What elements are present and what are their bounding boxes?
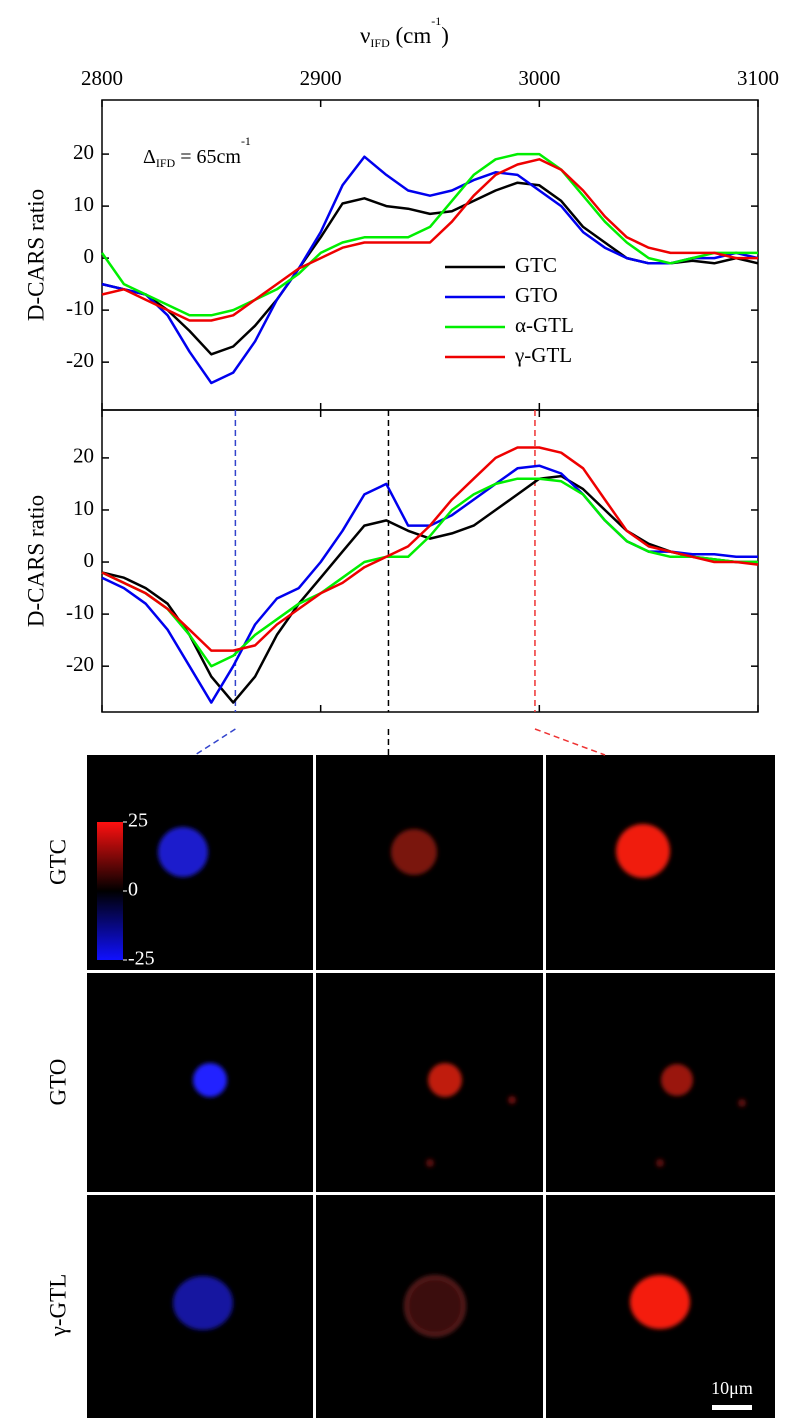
image-cell	[546, 973, 775, 1192]
colorbar-label: 0	[128, 879, 138, 901]
y-tick-label: 10	[73, 496, 94, 520]
droplet	[661, 1064, 693, 1096]
droplet	[158, 827, 208, 877]
series-line	[101, 158, 758, 322]
droplet	[426, 1159, 434, 1167]
droplet	[404, 1275, 466, 1337]
y-tick-label: -10	[66, 296, 94, 320]
y-tick-label: 0	[84, 548, 95, 572]
colorbar	[97, 822, 123, 960]
x_label-part: -1	[431, 14, 441, 28]
series-line	[100, 152, 758, 317]
y-tick-label: 0	[84, 244, 95, 268]
y-axis-label: D-CARS ratio	[23, 189, 48, 321]
y-tick-label: 20	[73, 140, 94, 164]
x_label-part: )	[441, 23, 449, 48]
scale-bar-label: 10μm	[711, 1378, 753, 1398]
annotation-part: IFD	[156, 156, 176, 170]
row-label: GTO	[45, 1059, 70, 1106]
legend-label: α-GTL	[515, 313, 574, 337]
droplet	[630, 1275, 690, 1329]
y-tick-label: -20	[66, 652, 94, 676]
y-tick-label: 10	[73, 192, 94, 216]
droplet	[173, 1276, 233, 1330]
annotation-part: Δ	[143, 146, 156, 168]
x-tick-label: 3100	[737, 66, 779, 90]
droplets	[158, 824, 746, 1337]
scale-bar	[712, 1405, 752, 1410]
legend-label: GTO	[515, 283, 558, 307]
series-line	[101, 477, 758, 668]
y-tick-label: 20	[73, 444, 94, 468]
row-label: GTC	[45, 839, 70, 885]
colorbar-label: 25	[128, 810, 148, 832]
droplet	[428, 1063, 462, 1097]
series-line	[101, 446, 759, 652]
image-cells: 10μm	[87, 755, 775, 1418]
droplet	[193, 1063, 227, 1097]
x-tick-label: 2900	[300, 66, 342, 90]
x-label: νIFD (cm-1)	[360, 14, 449, 50]
legend-label: GTC	[515, 253, 557, 277]
colorbar-label: -25	[128, 948, 155, 970]
droplet	[616, 824, 670, 878]
x-tick-label: 2800	[81, 66, 123, 90]
x_label-part: ν	[360, 23, 370, 48]
y-tick-label: -10	[66, 600, 94, 624]
droplet	[391, 829, 437, 875]
series-line	[101, 155, 759, 385]
row-label: γ-GTL	[45, 1274, 70, 1338]
annotation-part: -1	[241, 134, 251, 148]
annotation: ΔIFD = 65cm-1	[143, 134, 251, 170]
series-line	[101, 464, 758, 704]
annotation-part: = 65cm	[175, 146, 241, 168]
series-line	[101, 474, 758, 704]
legend-label: γ-GTL	[514, 343, 572, 367]
droplet	[508, 1096, 516, 1104]
plot-frame	[101, 409, 759, 713]
x_label-part: IFD	[370, 36, 390, 50]
series-line	[101, 181, 759, 356]
y-axis-label: D-CARS ratio	[23, 495, 48, 627]
connector	[194, 728, 236, 756]
x-tick-label: 3000	[518, 66, 560, 90]
droplet	[738, 1099, 746, 1107]
droplet	[656, 1159, 664, 1167]
connector	[534, 728, 606, 756]
x_label-part: (cm	[390, 23, 432, 48]
y-tick-label: -20	[66, 348, 94, 372]
